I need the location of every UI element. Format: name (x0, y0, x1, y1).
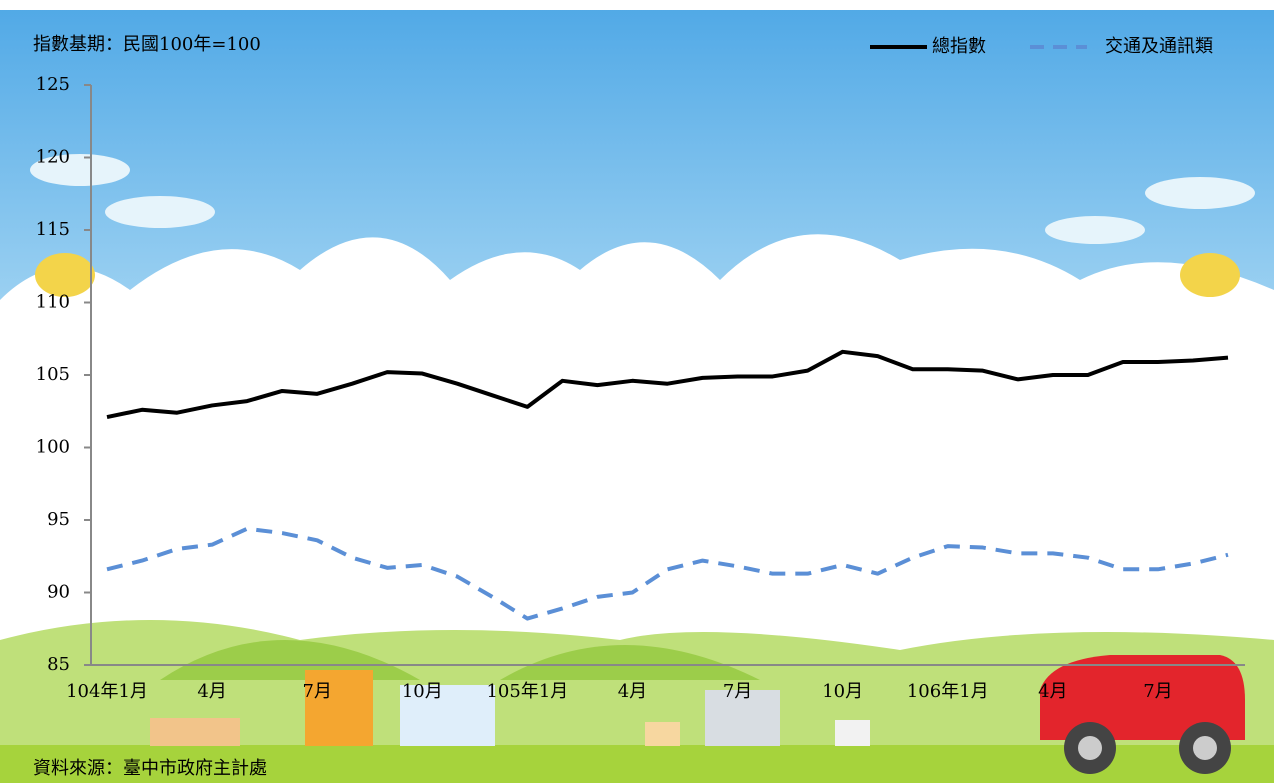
y-tick-label: 100 (36, 437, 70, 458)
x-tick-label: 106年1月 (907, 681, 989, 702)
series-line (106, 349, 1229, 420)
x-tick-label: 105年1月 (486, 681, 568, 702)
y-tick-label: 120 (36, 147, 70, 168)
x-tick-label: 10月 (822, 681, 863, 702)
legend-label: 交通及通訊類 (1105, 36, 1213, 57)
y-tick-label: 125 (36, 74, 70, 95)
x-tick-label: 10月 (402, 681, 443, 702)
x-tick-label: 7月 (302, 681, 331, 702)
x-tick-label: 4月 (1038, 681, 1067, 702)
x-tick-label: 4月 (618, 681, 647, 702)
source: 資料來源：臺中市政府主計處 (33, 758, 267, 779)
legend-label: 總指數 (932, 36, 986, 57)
y-tick-label: 95 (47, 509, 70, 530)
x-tick-label: 7月 (1143, 681, 1172, 702)
x-tick-label: 4月 (197, 681, 226, 702)
series-line (106, 526, 1229, 621)
y-tick-label: 85 (47, 654, 70, 675)
y-tick-label: 115 (36, 219, 70, 240)
y-tick-label: 110 (36, 292, 70, 313)
y-tick-label: 105 (36, 364, 70, 385)
y-tick-label: 90 (47, 582, 70, 603)
subtitle: 指數基期：民國100年=100 (33, 34, 261, 55)
x-tick-label: 104年1月 (66, 681, 148, 702)
x-tick-label: 7月 (723, 681, 752, 702)
